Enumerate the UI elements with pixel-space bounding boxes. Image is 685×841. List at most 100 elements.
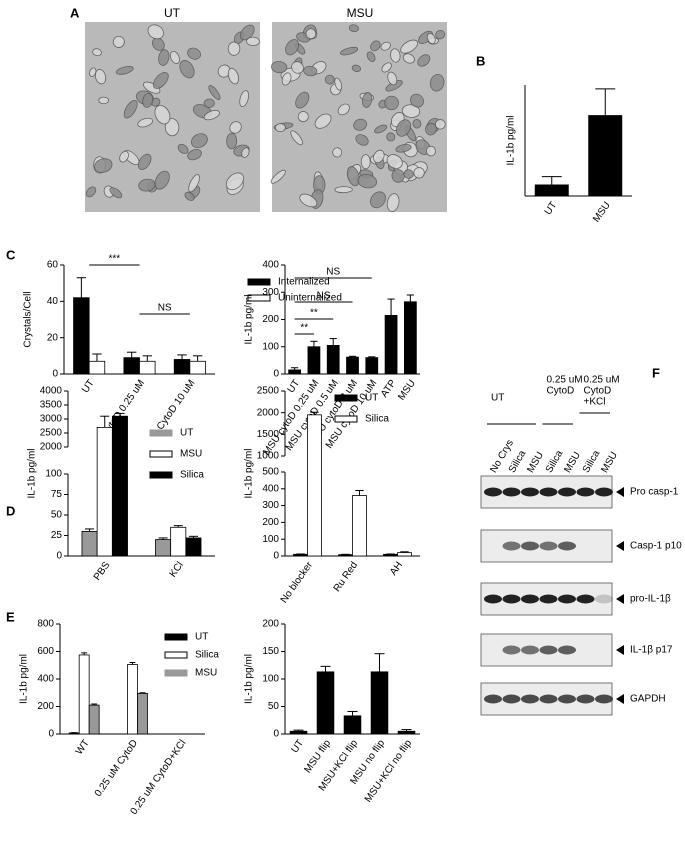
- cell: [339, 46, 359, 56]
- cell: [387, 71, 398, 86]
- y-tick-label: 3000: [40, 414, 63, 425]
- y-tick-label: 500: [262, 467, 279, 478]
- cell: [115, 65, 134, 75]
- lane-label: Silica: [581, 448, 603, 475]
- error-bar: [139, 692, 146, 694]
- legend-swatch: [149, 450, 173, 458]
- cell: [435, 119, 446, 130]
- cell: [94, 158, 113, 173]
- cell: [89, 67, 97, 77]
- blot-band: [558, 541, 576, 551]
- y-tick-label: 1500: [257, 429, 280, 440]
- legend-swatch: [247, 278, 271, 286]
- error-bar: [81, 652, 88, 655]
- image-label: MSU: [347, 6, 374, 20]
- error-bar: [177, 354, 187, 360]
- bar: [397, 730, 416, 735]
- cell: [138, 178, 156, 192]
- cell: [246, 36, 260, 47]
- legend-swatch: [334, 394, 358, 402]
- legend-label: UT: [365, 393, 378, 404]
- blot-band: [558, 487, 576, 497]
- cell: [154, 105, 171, 125]
- error-bar: [329, 338, 337, 346]
- cell: [98, 96, 109, 105]
- cell: [112, 35, 125, 48]
- cell: [239, 90, 250, 108]
- y-tick-label: 2500: [257, 386, 280, 397]
- bar: [96, 426, 113, 557]
- cell: [348, 24, 360, 33]
- blot-band: [595, 694, 613, 704]
- y-tick-label: 0: [273, 369, 279, 380]
- cell: [391, 169, 405, 183]
- cell: [381, 62, 392, 73]
- cell: [137, 117, 154, 128]
- bar: [289, 730, 308, 735]
- error-bar: [401, 729, 412, 732]
- y-tick-label: 25: [51, 530, 63, 541]
- cell: [94, 69, 107, 85]
- band-arrow: [616, 594, 624, 604]
- cell: [386, 132, 396, 142]
- blot-band: [502, 594, 521, 604]
- y-tick-label: 100: [262, 534, 279, 545]
- error-bar: [387, 298, 395, 316]
- cell: [402, 53, 415, 64]
- legend-swatch: [149, 429, 173, 437]
- bar: [81, 531, 98, 557]
- group-label: CytoD: [584, 386, 612, 397]
- band-label: IL-1β p17: [630, 645, 673, 656]
- bar: [137, 693, 148, 735]
- cell: [361, 92, 373, 108]
- bar: [173, 359, 191, 375]
- x-tick-label: KCl: [168, 560, 186, 580]
- legend-label: Silica: [195, 650, 219, 661]
- cell: [227, 41, 241, 56]
- lane-label: MSU: [562, 450, 583, 475]
- cell: [119, 150, 129, 163]
- y-axis-label: IL-1b pg/ml: [27, 448, 38, 498]
- cell: [353, 118, 368, 131]
- cell: [324, 74, 335, 85]
- band-label: Casp-1 p10: [630, 541, 682, 552]
- y-tick-label: 2000: [257, 407, 280, 418]
- cell: [154, 170, 170, 190]
- error-bar: [293, 729, 304, 732]
- blot-band: [539, 594, 558, 604]
- x-tick-label: UT: [543, 200, 560, 217]
- bar: [365, 357, 379, 375]
- y-axis-label: IL-1b pg/ml: [244, 448, 255, 498]
- bar: [383, 553, 398, 557]
- cell: [370, 40, 381, 52]
- y-tick-label: 100: [262, 674, 279, 685]
- bar: [307, 414, 322, 557]
- x-tick-label: CytoD 10 uM: [155, 378, 197, 432]
- bar: [78, 654, 90, 735]
- cell: [158, 49, 170, 66]
- blot-band: [484, 594, 502, 604]
- cell: [373, 149, 385, 164]
- cell: [169, 50, 180, 64]
- error-bar: [320, 665, 331, 672]
- cell: [435, 29, 446, 40]
- error-bar: [129, 662, 136, 665]
- cell: [370, 191, 386, 209]
- legend-label: UT: [180, 428, 193, 439]
- panel-label: F: [652, 365, 660, 380]
- significance-label: NS: [317, 291, 331, 302]
- band-label: pro-IL-1β: [630, 594, 671, 605]
- bar: [170, 526, 187, 557]
- cell: [395, 143, 412, 153]
- y-tick-label: 20: [47, 332, 59, 343]
- cell: [355, 134, 369, 146]
- blot-band: [558, 694, 576, 704]
- cell: [334, 77, 343, 91]
- error-bar: [192, 355, 203, 362]
- y-axis-label: Crystals/Cell: [23, 291, 34, 347]
- cell: [412, 118, 422, 129]
- error-bar: [400, 551, 409, 553]
- significance-label: NS: [158, 303, 172, 314]
- cell: [187, 149, 202, 161]
- cell: [410, 93, 424, 108]
